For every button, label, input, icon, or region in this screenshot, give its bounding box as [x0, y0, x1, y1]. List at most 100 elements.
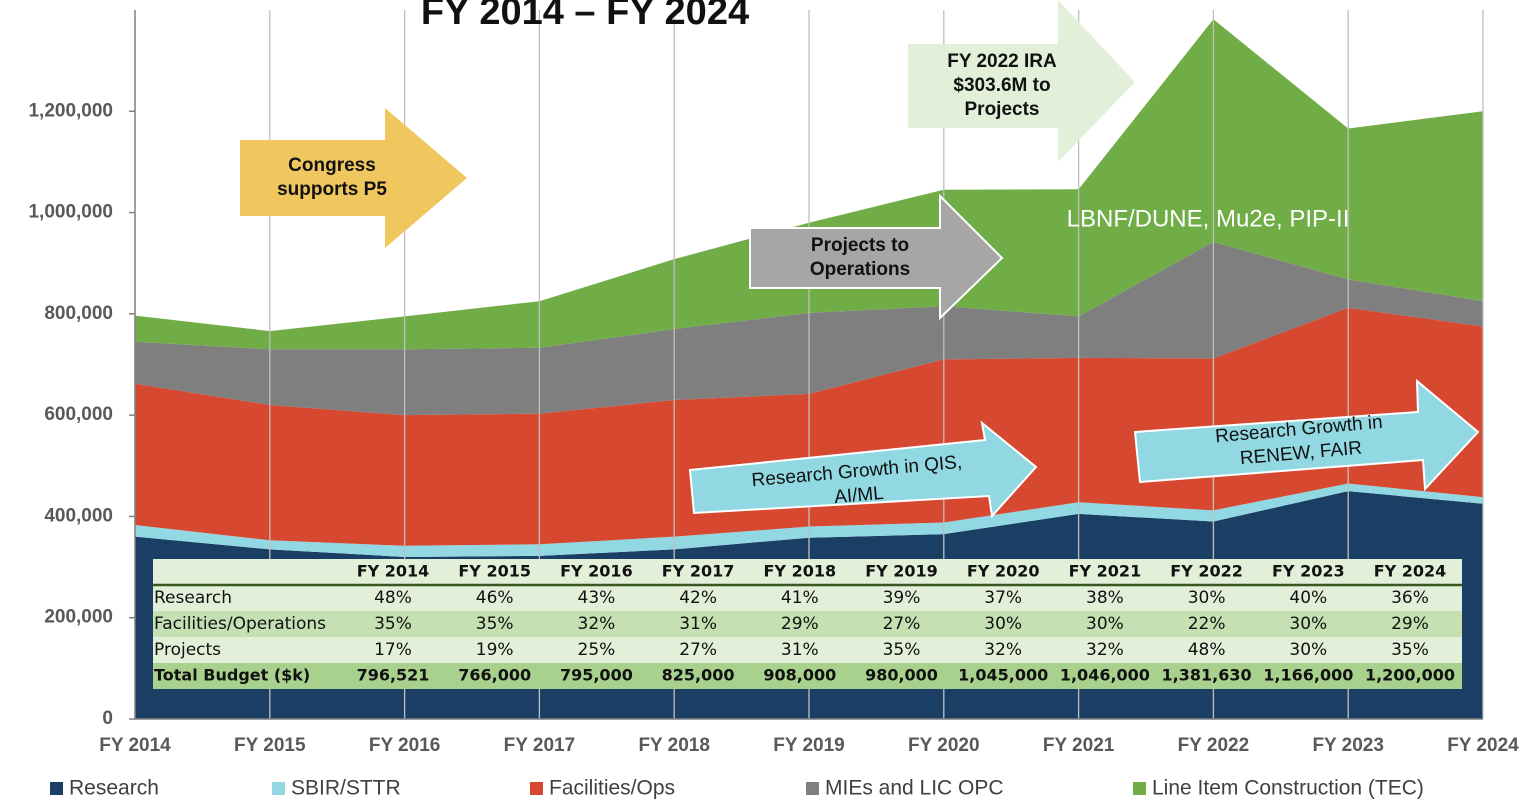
table-cell: 35%: [1391, 640, 1429, 660]
annotation-text: AI/ML: [833, 483, 884, 508]
table-row: [153, 585, 1462, 611]
x-tick-label: FY 2023: [1312, 735, 1383, 756]
chart-title: FY 2014 – FY 2024: [421, 0, 749, 33]
table-cell: 35%: [476, 614, 514, 634]
y-tick-label: 1,200,000: [28, 100, 113, 121]
legend-label: Line Item Construction (TEC): [1152, 777, 1424, 800]
table-cell: Projects: [154, 640, 221, 660]
y-tick-label: 600,000: [44, 404, 113, 425]
annotation-text: Congress: [288, 155, 376, 176]
annotation-text: Projects: [965, 99, 1040, 120]
arrow: [688, 420, 1038, 519]
table-cell: Research: [154, 588, 232, 608]
table-cell: 25%: [578, 640, 616, 660]
table: FY 2014 FY 2015 FY 2016 FY 2017 FY 2018 FY 20…: [153, 559, 1462, 689]
x-tick-label: FY 2014: [99, 735, 171, 756]
arrow: [908, 0, 1135, 162]
annotations: Congress supports P5 FY 2022 IRA $303.6M to…: [277, 51, 1383, 508]
y-tick-label: 400,000: [44, 505, 113, 526]
table-header: FY 2020: [967, 562, 1040, 581]
table-header: FY 2019: [865, 562, 938, 581]
table-cell: 796,521: [357, 666, 430, 685]
x-tick-label: FY 2024: [1447, 735, 1519, 756]
table-cell: 42%: [679, 588, 717, 608]
table-cell: 17%: [374, 640, 412, 660]
area: [135, 19, 1483, 350]
annotation: LBNF/DUNE, Mu2e, PIP-II: [1067, 205, 1350, 232]
x-tick-label: FY 2019: [773, 735, 844, 756]
annotation-text: LBNF/DUNE, Mu2e, PIP-II: [1067, 205, 1350, 232]
table-cell: 825,000: [662, 666, 735, 685]
table-header: FY 2023: [1272, 562, 1345, 581]
table-cell: Total Budget ($k): [154, 666, 310, 685]
table-cell: 39%: [883, 588, 921, 608]
legend-swatch: [1133, 782, 1146, 795]
table-cell: 1,166,000: [1263, 666, 1353, 685]
table-cell: 38%: [1086, 588, 1124, 608]
annotation-text: $303.6M to: [953, 75, 1050, 96]
y-tick-label: 0: [102, 708, 113, 729]
table-cell: 32%: [984, 640, 1022, 660]
legend-label: SBIR/STTR: [291, 777, 401, 800]
table-cell: 30%: [984, 614, 1022, 634]
x-tick-label: FY 2021: [1043, 735, 1115, 756]
table-cell: 30%: [1289, 614, 1327, 634]
table-cell: 980,000: [865, 666, 938, 685]
table-cell: 27%: [679, 640, 717, 660]
legend-swatch: [272, 782, 285, 795]
table-cell: 43%: [578, 588, 616, 608]
table-cell: 19%: [476, 640, 514, 660]
x-tick-label: FY 2015: [234, 735, 306, 756]
x-tick-label: FY 2017: [504, 735, 575, 756]
table-row: [153, 637, 1462, 663]
annotation: Congress supports P5: [277, 155, 387, 200]
table-cell: 31%: [781, 640, 819, 660]
table-row: [153, 559, 1462, 585]
table-cell: 30%: [1289, 640, 1327, 660]
table-cell: 46%: [476, 588, 514, 608]
table-cell: 37%: [984, 588, 1022, 608]
table-cell: Facilities/Operations: [154, 614, 326, 634]
legend: Research SBIR/STTR Facilities/Ops MIEs and …: [50, 777, 1424, 800]
table-cell: 30%: [1188, 588, 1226, 608]
table-header: FY 2022: [1170, 562, 1243, 581]
table-cell: 29%: [781, 614, 819, 634]
table-header: FY 2021: [1069, 562, 1142, 581]
x-tick-label: FY 2022: [1178, 735, 1249, 756]
table-header: FY 2016: [560, 562, 633, 581]
table-cell: 35%: [883, 640, 921, 660]
table-cell: 908,000: [763, 666, 836, 685]
annotation-text: Operations: [810, 259, 910, 280]
table-cell: 22%: [1188, 614, 1226, 634]
arrow: [1133, 378, 1480, 492]
table-cell: 48%: [374, 588, 412, 608]
table-cell: 27%: [883, 614, 921, 634]
table-cell: 40%: [1289, 588, 1327, 608]
table-cell: 1,200,000: [1365, 666, 1455, 685]
x-tick-label: FY 2020: [908, 735, 979, 756]
table-cell: 41%: [781, 588, 819, 608]
table-header: FY 2014: [357, 562, 430, 581]
legend-label: Facilities/Ops: [549, 777, 675, 800]
table-cell: 30%: [1086, 614, 1124, 634]
table-header: FY 2017: [662, 562, 735, 581]
arrow: [749, 193, 1004, 321]
table-cell: 1,381,630: [1162, 666, 1252, 685]
table-cell: 48%: [1188, 640, 1226, 660]
y-tick-label: 200,000: [44, 607, 113, 628]
table-header: FY 2018: [763, 562, 836, 581]
arrow: [240, 108, 467, 248]
y-tick-label: 800,000: [44, 303, 113, 324]
annotation-text: FY 2022 IRA: [947, 51, 1057, 72]
table-cell: 1,046,000: [1060, 666, 1150, 685]
legend-swatch: [50, 782, 63, 795]
table-cell: 795,000: [560, 666, 633, 685]
table-header: FY 2024: [1374, 562, 1447, 581]
legend-swatch: [806, 782, 819, 795]
annotation-text: Projects to: [811, 235, 909, 256]
table-cell: 1,045,000: [958, 666, 1048, 685]
table-cell: 36%: [1391, 588, 1429, 608]
table-cell: 32%: [578, 614, 616, 634]
annotation: Projects to Operations: [810, 235, 910, 280]
